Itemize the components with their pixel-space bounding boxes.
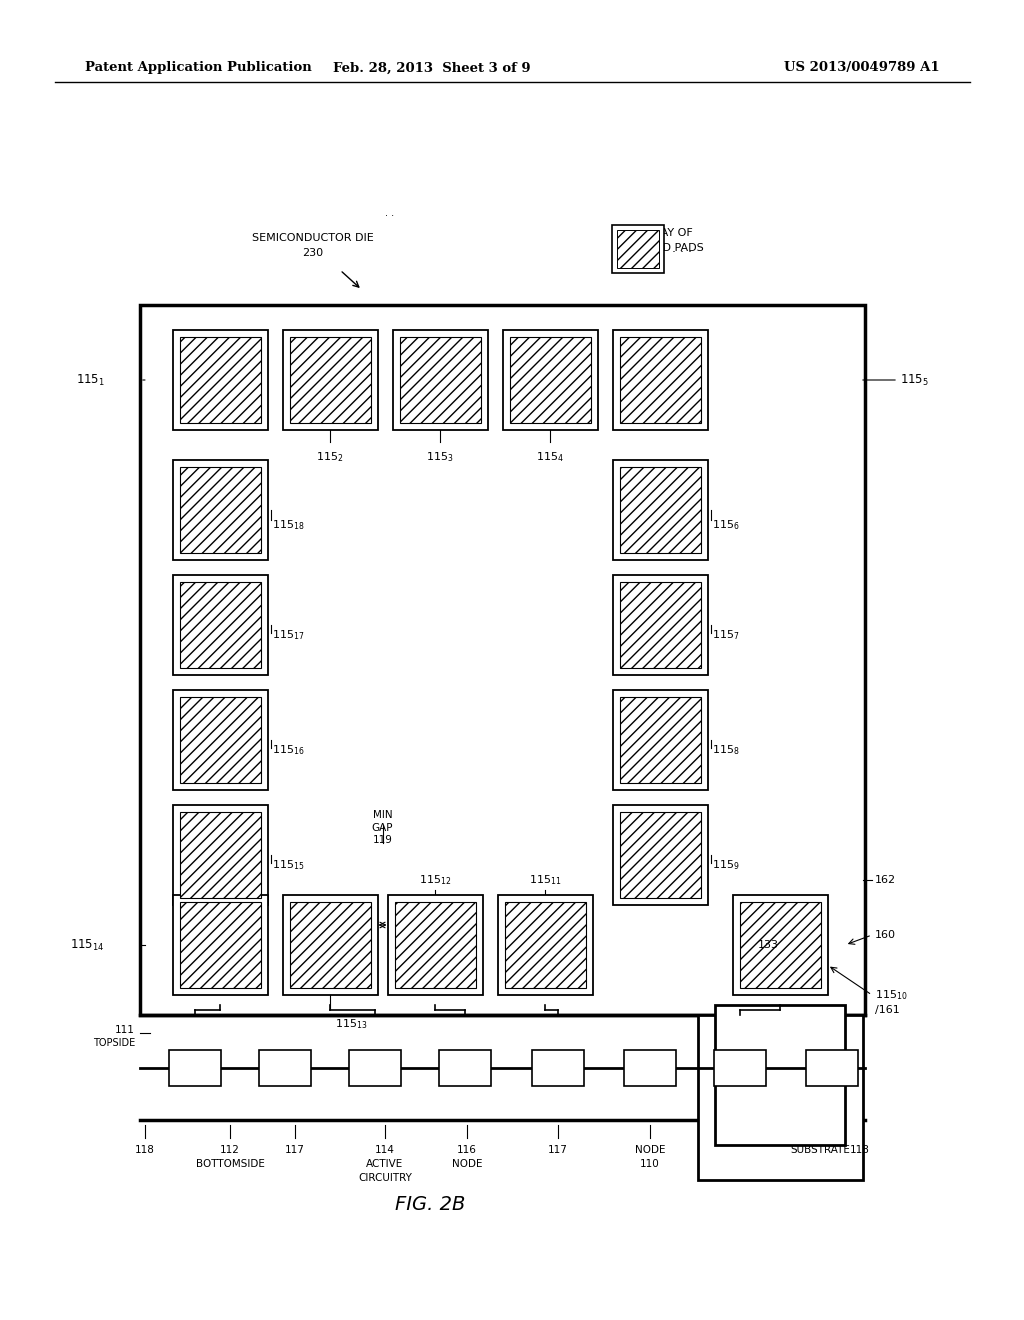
Bar xyxy=(169,1049,221,1085)
Bar xyxy=(349,1049,401,1085)
Bar xyxy=(612,576,708,675)
Bar xyxy=(179,582,260,668)
Bar xyxy=(179,812,260,898)
Bar xyxy=(620,812,700,898)
Text: Patent Application Publication: Patent Application Publication xyxy=(85,62,311,74)
Bar xyxy=(732,895,827,995)
Bar xyxy=(612,330,708,430)
Bar xyxy=(392,330,487,430)
Bar xyxy=(283,330,378,430)
Bar xyxy=(612,224,664,273)
Text: $115_{13}$: $115_{13}$ xyxy=(335,1016,368,1031)
Text: $115_7$: $115_7$ xyxy=(713,628,740,642)
Bar xyxy=(387,895,482,995)
Bar xyxy=(179,902,260,987)
Text: $115_1$: $115_1$ xyxy=(76,372,105,388)
Bar xyxy=(172,805,267,906)
Text: 114: 114 xyxy=(375,1144,395,1155)
Text: NODE: NODE xyxy=(635,1144,666,1155)
Bar xyxy=(140,305,865,1015)
Text: 230: 230 xyxy=(302,248,324,257)
Text: $115_4$: $115_4$ xyxy=(536,450,564,463)
Text: $115_5$: $115_5$ xyxy=(900,372,929,388)
Text: FIG. 2B: FIG. 2B xyxy=(395,1196,465,1214)
Text: $115_{17}$: $115_{17}$ xyxy=(272,628,305,642)
Text: $115_{10}$: $115_{10}$ xyxy=(874,989,907,1002)
Text: 118: 118 xyxy=(135,1144,155,1155)
Text: $115_{15}$: $115_{15}$ xyxy=(272,858,305,873)
Bar xyxy=(532,1049,584,1085)
Text: $115_6$: $115_6$ xyxy=(713,519,740,532)
Bar xyxy=(283,895,378,995)
Text: TOPSIDE: TOPSIDE xyxy=(93,1038,135,1048)
Bar xyxy=(179,467,260,553)
Text: SEMICONDUCTOR DIE: SEMICONDUCTOR DIE xyxy=(252,234,374,243)
Bar xyxy=(620,582,700,668)
Text: 111: 111 xyxy=(115,1026,135,1035)
Bar xyxy=(503,330,597,430)
Bar xyxy=(172,330,267,430)
Bar xyxy=(505,902,586,987)
Bar xyxy=(624,1049,676,1085)
Bar xyxy=(394,902,475,987)
Bar xyxy=(179,697,260,783)
Bar xyxy=(399,337,480,422)
Text: $115_{16}$: $115_{16}$ xyxy=(272,743,305,756)
Text: 160: 160 xyxy=(874,931,896,940)
Bar xyxy=(439,1049,490,1085)
Text: 116: 116 xyxy=(457,1144,477,1155)
Text: $115_3$: $115_3$ xyxy=(426,450,454,463)
Bar xyxy=(617,230,659,268)
Text: 133: 133 xyxy=(758,940,778,950)
Text: 117: 117 xyxy=(285,1144,305,1155)
Bar xyxy=(620,467,700,553)
Text: 162: 162 xyxy=(874,875,896,884)
Text: $115_{14}$: $115_{14}$ xyxy=(71,937,105,953)
Text: $115_9$: $115_9$ xyxy=(713,858,740,873)
Bar xyxy=(697,1015,862,1180)
Text: 117: 117 xyxy=(548,1144,568,1155)
Text: Feb. 28, 2013  Sheet 3 of 9: Feb. 28, 2013 Sheet 3 of 9 xyxy=(333,62,530,74)
Text: MIN
GAP
119: MIN GAP 119 xyxy=(372,810,393,845)
Text: 110: 110 xyxy=(640,1159,659,1170)
Text: . . .: . . . xyxy=(672,242,692,255)
Bar xyxy=(172,576,267,675)
Text: NODE: NODE xyxy=(452,1159,482,1170)
Bar xyxy=(620,337,700,422)
Text: CIRCUITRY: CIRCUITRY xyxy=(358,1173,412,1183)
Text: BOTTOMSIDE: BOTTOMSIDE xyxy=(196,1159,264,1170)
Text: 112: 112 xyxy=(220,1144,240,1155)
Text: $115_8$: $115_8$ xyxy=(713,743,740,756)
Text: $115_2$: $115_2$ xyxy=(316,450,344,463)
Text: /161: /161 xyxy=(874,1005,900,1015)
Text: SUBSTRATE: SUBSTRATE xyxy=(791,1144,850,1155)
Text: 115: 115 xyxy=(638,257,659,268)
Bar xyxy=(172,895,267,995)
Bar xyxy=(290,902,371,987)
Bar xyxy=(172,690,267,789)
Text: ACTIVE: ACTIVE xyxy=(367,1159,403,1170)
Text: . .: . . xyxy=(385,209,394,218)
Bar xyxy=(179,337,260,422)
Bar xyxy=(612,690,708,789)
Bar xyxy=(714,1049,766,1085)
Bar xyxy=(259,1049,311,1085)
Bar xyxy=(290,337,371,422)
Bar xyxy=(510,337,591,422)
Bar xyxy=(172,459,267,560)
Bar xyxy=(620,697,700,783)
Bar xyxy=(806,1049,858,1085)
Bar xyxy=(498,895,593,995)
Bar xyxy=(612,459,708,560)
Text: ARRAY OF: ARRAY OF xyxy=(638,228,693,238)
Bar xyxy=(739,902,820,987)
Text: $115_{18}$: $115_{18}$ xyxy=(272,519,305,532)
Bar xyxy=(612,805,708,906)
Text: $115_{11}$: $115_{11}$ xyxy=(528,874,561,887)
Text: BOND PADS: BOND PADS xyxy=(638,243,703,253)
Text: US 2013/0049789 A1: US 2013/0049789 A1 xyxy=(784,62,940,74)
Text: 118: 118 xyxy=(850,1144,870,1155)
Text: $115_{12}$: $115_{12}$ xyxy=(419,874,452,887)
Bar xyxy=(715,1005,845,1144)
